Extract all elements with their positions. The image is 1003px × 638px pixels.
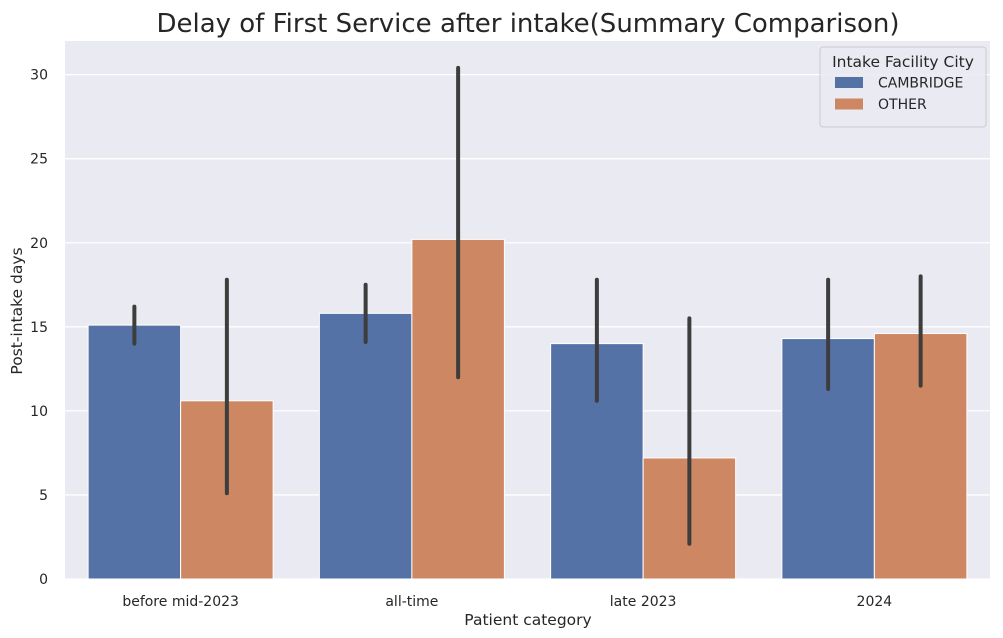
legend-items: CAMBRIDGE OTHER xyxy=(835,76,963,113)
x-tick-labels: before mid-2023 all-time late 2023 2024 xyxy=(122,594,892,610)
y-axis-label: Post-intake days xyxy=(8,247,26,374)
x-axis-label: Patient category xyxy=(464,611,591,629)
bar xyxy=(318,312,413,580)
y-tick-label: 20 xyxy=(30,236,48,252)
x-tick-label: before mid-2023 xyxy=(122,594,239,610)
y-tick-label: 0 xyxy=(39,572,48,588)
legend-swatch xyxy=(835,77,863,88)
x-tick-label: late 2023 xyxy=(610,594,677,610)
y-tick-label: 15 xyxy=(30,320,48,336)
y-tick-label: 30 xyxy=(30,68,48,84)
error-bars xyxy=(132,65,923,546)
legend-label: CAMBRIDGE xyxy=(878,76,963,92)
bars xyxy=(87,238,968,580)
legend-title: Intake Facility City xyxy=(832,53,974,71)
legend: Intake Facility City CAMBRIDGE OTHER xyxy=(819,46,987,128)
y-tick-label: 10 xyxy=(30,404,48,420)
bar xyxy=(87,324,182,580)
y-tick-label: 5 xyxy=(39,488,48,504)
x-tick-label: all-time xyxy=(385,594,438,610)
y-tick-labels: 0 5 10 15 20 25 30 xyxy=(30,68,48,588)
legend-label: OTHER xyxy=(878,97,927,113)
y-tick-label: 25 xyxy=(30,152,48,168)
chart-title: Delay of First Service after intake(Summ… xyxy=(156,9,899,39)
legend-swatch xyxy=(835,98,863,110)
x-tick-label: 2024 xyxy=(857,594,893,610)
